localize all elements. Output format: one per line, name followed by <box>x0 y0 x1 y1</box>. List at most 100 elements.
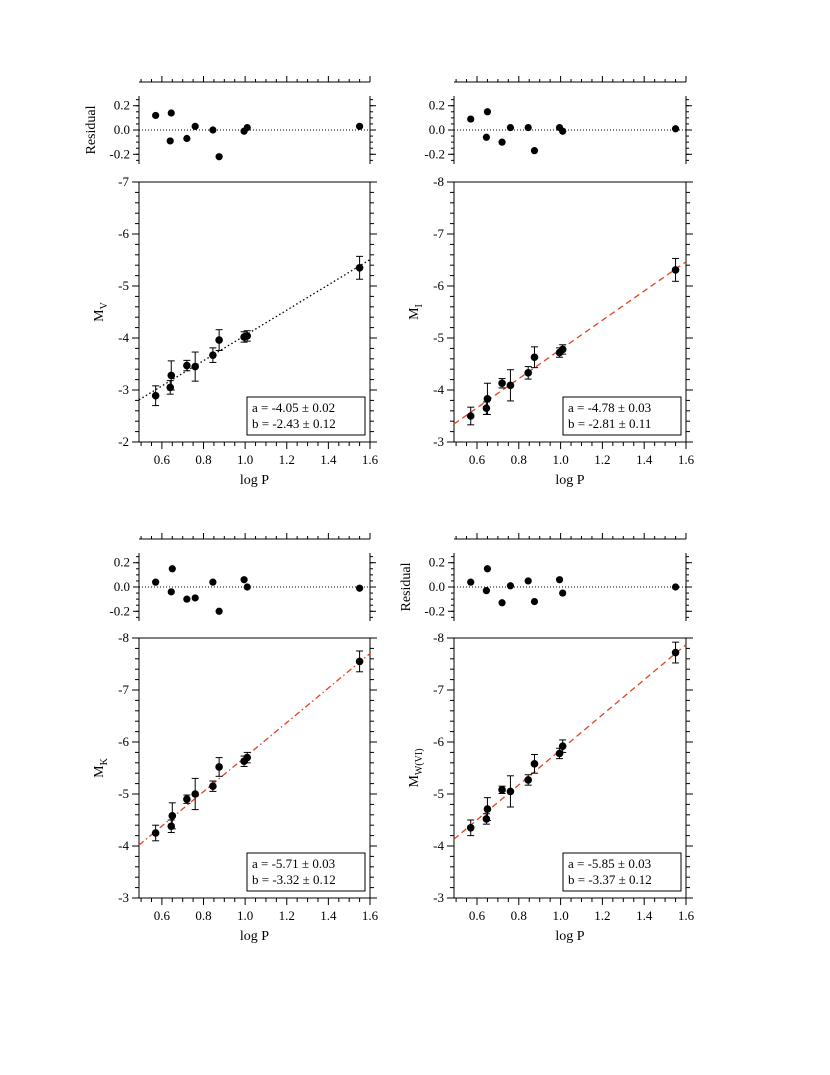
data-point <box>243 332 252 340</box>
data-point <box>183 361 191 370</box>
x-tick-label: 1.2 <box>279 452 295 467</box>
residual-point <box>498 599 506 607</box>
y-tick-label: -8 <box>433 630 444 645</box>
x-tick-label: 1.0 <box>552 452 568 467</box>
y-tick-label: -3 <box>433 890 444 905</box>
x-tick-label: 0.8 <box>195 452 211 467</box>
data-point <box>209 351 217 359</box>
fit-legend-line: b = -2.81 ± 0.11 <box>568 416 651 431</box>
residual-point <box>530 597 539 606</box>
residual-point <box>506 582 515 590</box>
y-tick-label: -4 <box>118 838 129 853</box>
residual-point <box>671 125 680 133</box>
panel-top-left: 0.2 0.0 -0.2 Residual -2 -3 -4 -5 -6 -7 0.6 0.8 1.0 1… <box>84 76 379 488</box>
x-tick-label: 0.8 <box>511 452 527 467</box>
y-tick-label: -3 <box>433 434 444 449</box>
x-tick-label: 1.4 <box>320 452 337 467</box>
y-tick-label: -8 <box>433 174 444 189</box>
y-tick-label: -3 <box>118 890 129 905</box>
fit-line <box>138 652 371 846</box>
x-tick-label: 1.0 <box>237 452 253 467</box>
y-tick-label: -7 <box>118 174 129 189</box>
residual-point <box>482 133 490 141</box>
residual-point <box>167 109 175 117</box>
fit-legend-box <box>246 396 366 436</box>
data-point <box>558 742 567 750</box>
residual-point <box>152 111 160 120</box>
fit-legend-line: b = -3.37 ± 0.12 <box>568 872 652 887</box>
data-point <box>167 822 176 831</box>
y-axis-label: MK <box>92 757 110 777</box>
residual-point <box>240 576 248 584</box>
data-point <box>555 749 564 758</box>
x-axis-label: log P <box>240 473 269 488</box>
x-tick-label: 0.6 <box>469 908 486 923</box>
y-tick-label: -2 <box>118 434 129 449</box>
main-frame <box>138 637 371 899</box>
residual-point <box>506 123 515 132</box>
fit-legend-line: b = -3.32 ± 0.12 <box>252 872 336 887</box>
residual-tick-label: 0.2 <box>114 555 130 570</box>
data-point <box>483 395 492 403</box>
residual-tick-label: -0.2 <box>424 603 445 618</box>
residual-point <box>152 578 160 586</box>
x-tick-label: 0.6 <box>154 908 171 923</box>
residual-point <box>209 578 217 586</box>
main-frame <box>138 181 371 443</box>
x-tick-label: 1.6 <box>362 908 379 923</box>
fit-legend-line: b = -2.43 ± 0.12 <box>252 416 336 431</box>
data-point <box>167 371 176 380</box>
residual-point <box>483 565 492 573</box>
residual-point <box>559 127 567 135</box>
x-tick-label: 0.6 <box>469 452 486 467</box>
residual-point <box>530 147 539 155</box>
x-axis-label: log P <box>555 929 584 944</box>
y-tick-label: -5 <box>433 330 444 345</box>
residual-point <box>168 565 176 573</box>
residual-tick-label: -0.2 <box>109 603 130 618</box>
residual-point <box>483 108 492 116</box>
data-point <box>191 790 199 798</box>
residual-point <box>243 123 251 132</box>
x-tick-label: 0.6 <box>154 452 171 467</box>
y-tick-label: -5 <box>118 278 129 293</box>
data-point <box>215 763 223 771</box>
data-point <box>483 805 492 813</box>
residual-point <box>671 583 680 591</box>
residual-point <box>191 594 199 602</box>
data-point <box>671 266 680 274</box>
residual-point <box>191 122 199 130</box>
x-tick-label: 0.8 <box>511 908 527 923</box>
residual-tick-label: 0.2 <box>429 555 445 570</box>
data-point <box>151 391 160 400</box>
residual-point <box>555 576 564 584</box>
y-axis-label: MW(VI) <box>407 748 425 787</box>
fit-line <box>453 261 687 425</box>
residual-tick-label: 0.0 <box>114 579 130 594</box>
y-tick-label: -5 <box>433 786 444 801</box>
fit-legend-line: a = -4.78 ± 0.03 <box>568 400 651 415</box>
data-point <box>209 782 217 790</box>
residual-point <box>482 587 490 595</box>
y-tick-label: -4 <box>433 838 444 853</box>
residual-tick-label: 0.0 <box>429 579 445 594</box>
fit-legend-line: a = -5.85 ± 0.03 <box>568 856 651 871</box>
fit-line <box>453 644 687 840</box>
data-point <box>355 264 364 272</box>
x-axis-label: log P <box>555 473 584 488</box>
data-point <box>671 648 680 657</box>
y-tick-label: -7 <box>433 682 444 697</box>
residual-tick-label: 0.0 <box>114 122 130 137</box>
data-point <box>168 812 177 820</box>
residual-tick-label: -0.2 <box>109 146 130 161</box>
x-tick-label: 1.4 <box>636 452 653 467</box>
x-tick-label: 1.2 <box>279 908 295 923</box>
residual-point <box>166 137 174 145</box>
y-tick-label: -6 <box>118 734 129 749</box>
residual-point <box>559 589 567 597</box>
residual-tick-label: -0.2 <box>424 146 445 161</box>
residual-point <box>183 134 191 143</box>
main-frame <box>453 637 687 899</box>
x-tick-label: 1.4 <box>636 908 653 923</box>
